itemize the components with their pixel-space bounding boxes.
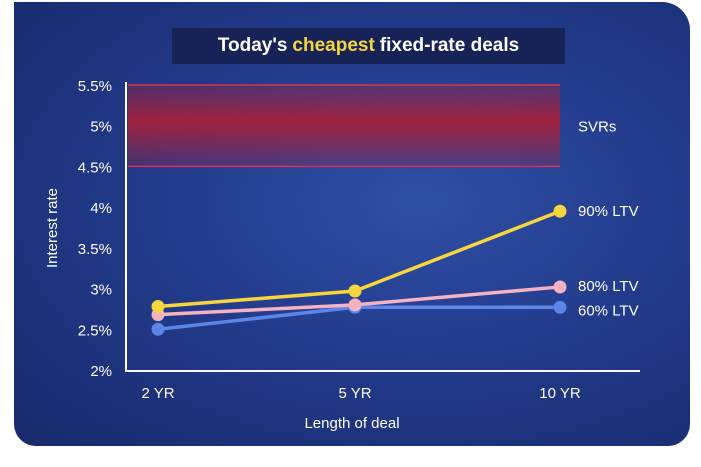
data-point bbox=[348, 298, 362, 312]
y-axis-label: Interest rate bbox=[44, 188, 61, 268]
y-tick-label: 3% bbox=[90, 282, 112, 299]
series-label: 90% LTV bbox=[578, 203, 639, 220]
x-tick-label: 10 YR bbox=[539, 385, 581, 402]
data-point bbox=[553, 300, 567, 314]
y-tick-label: 2.5% bbox=[78, 322, 112, 339]
title-suffix: fixed-rate deals bbox=[379, 35, 520, 56]
series-label: 80% LTV bbox=[578, 278, 639, 295]
y-tick-label: 5.5% bbox=[78, 78, 112, 95]
x-tick-label: 5 YR bbox=[338, 385, 371, 402]
series-label: 60% LTV bbox=[578, 302, 639, 319]
y-tick-label: 4.5% bbox=[78, 159, 112, 176]
y-tick-label: 5% bbox=[90, 119, 112, 136]
svr-band-label: SVRs bbox=[578, 119, 616, 136]
y-tick-label: 2% bbox=[90, 363, 112, 380]
data-point bbox=[151, 322, 165, 336]
x-tick-label: 2 YR bbox=[141, 385, 174, 402]
data-point bbox=[553, 280, 567, 294]
data-point bbox=[348, 284, 362, 298]
title-highlight: cheapest bbox=[292, 35, 375, 56]
y-tick-label: 4% bbox=[90, 200, 112, 217]
data-point bbox=[151, 299, 165, 313]
title-prefix: Today's bbox=[217, 35, 288, 56]
y-tick-label: 3.5% bbox=[78, 241, 112, 258]
data-point bbox=[553, 204, 567, 218]
title-box: Today's cheapest fixed-rate deals bbox=[172, 28, 565, 64]
x-axis-label: Length of deal bbox=[304, 415, 399, 432]
chart-title: Today's cheapest fixed-rate deals bbox=[172, 28, 565, 64]
svr-band bbox=[128, 85, 560, 167]
